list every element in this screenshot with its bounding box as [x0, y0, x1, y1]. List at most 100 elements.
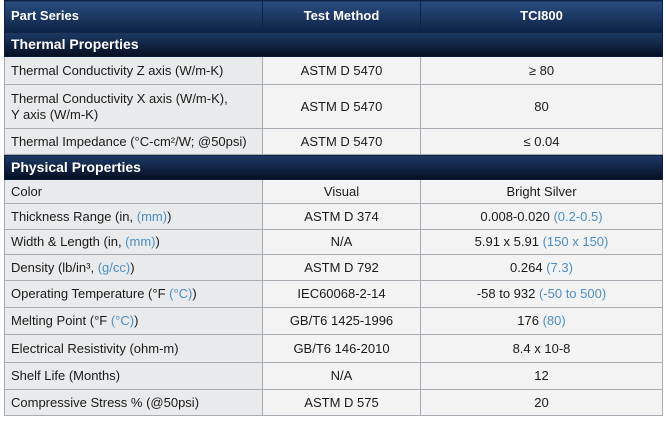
cell: -58 to 932 (-50 to 500): [420, 280, 663, 308]
cell-text: 176: [517, 313, 543, 328]
metric-value: (0.2-0.5): [553, 208, 603, 224]
cell-text: IEC60068-2-14: [297, 286, 386, 301]
cell-text: Visual: [323, 183, 360, 199]
cell-text: ): [130, 259, 135, 275]
cell: Operating Temperature (°F (°C)): [4, 280, 263, 308]
cell-text: Width & Length (in,: [11, 234, 126, 249]
cell: 176 (80): [420, 307, 663, 335]
cell-text: Thermal Conductivity X axis (W/m-K), Y a…: [11, 90, 228, 122]
cell: N/A: [262, 362, 421, 390]
cell: N/A: [262, 229, 421, 255]
metric-value: (mm): [125, 234, 156, 249]
cell-text: ASTM D 5470: [300, 98, 383, 114]
cell-text: Density (lb/in³,: [11, 259, 98, 275]
cell-text: ASTM D 374: [304, 208, 379, 224]
cell-text: GB/T6 146-2010: [293, 340, 390, 356]
cell: ≤ 0.04: [420, 128, 663, 155]
cell: Visual: [262, 179, 421, 204]
data-row: Operating Temperature (°F (°C)) IEC60068-…: [4, 280, 663, 308]
cell-text: Electrical Resistivity (ohm-m): [11, 340, 179, 356]
cell: IEC60068-2-14: [262, 280, 421, 308]
cell-text: 0.264: [510, 259, 547, 275]
cell: Melting Point (°F (°C)): [4, 307, 263, 335]
cell: 20: [420, 389, 663, 416]
cell-text: ASTM D 5470: [300, 133, 383, 149]
cell: Thermal Conductivity Z axis (W/m-K): [4, 56, 263, 85]
data-row: Thermal Conductivity X axis (W/m-K), Y a…: [4, 84, 663, 129]
cell-text: 12: [534, 368, 549, 383]
cell-text: 5.91 x 5.91: [474, 234, 543, 249]
section-row: Physical Properties: [4, 154, 663, 180]
cell: ASTM D 5470: [262, 128, 421, 155]
metric-value: (-50 to 500): [538, 286, 607, 301]
metric-value: (150 x 150): [542, 234, 609, 249]
cell: GB/T6 1425-1996: [262, 307, 421, 335]
header-row: Part Series Test Method TCI800: [4, 0, 663, 32]
metric-value: (g/cc): [97, 259, 131, 275]
metric-value: (mm): [136, 208, 168, 224]
data-row: Shelf Life (Months) N/A 12: [4, 362, 663, 390]
cell-text: N/A: [330, 234, 353, 249]
cell: 0.008-0.020 (0.2-0.5): [420, 203, 663, 230]
cell-text: ASTM D 792: [304, 259, 379, 275]
cell-text: 8.4 x 10-8: [512, 340, 571, 356]
cell: ASTM D 5470: [262, 56, 421, 85]
spec-table: Part Series Test Method TCI800 Thermal Prop…: [4, 0, 663, 416]
cell: 0.264 (7.3): [420, 254, 663, 281]
cell-text: Thermal Impedance (°C-cm²/W; @50psi): [11, 133, 247, 149]
cell: Bright Silver: [420, 179, 663, 204]
cell-text: ): [192, 286, 197, 301]
cell-text: ): [134, 313, 139, 328]
metric-value: (°C): [110, 313, 135, 328]
metric-value: (7.3): [546, 259, 573, 275]
data-row: Compressive Stress % (@50psi) ASTM D 575 2…: [4, 389, 663, 416]
cell: Electrical Resistivity (ohm-m): [4, 334, 263, 363]
table-body: Part Series Test Method TCI800 Thermal Prop…: [4, 0, 663, 416]
cell: 8.4 x 10-8: [420, 334, 663, 363]
data-row: Melting Point (°F (°C)) GB/T6 1425-1996 17…: [4, 307, 663, 335]
cell: 5.91 x 5.91 (150 x 150): [420, 229, 663, 255]
section-row: Thermal Properties: [4, 31, 663, 57]
cell: ≥ 80: [420, 56, 663, 85]
cell-text: Operating Temperature (°F: [11, 286, 170, 301]
cell-text: Bright Silver: [506, 183, 577, 199]
cell-text: 80: [534, 98, 549, 114]
cell-text: Thermal Conductivity Z axis (W/m-K): [11, 62, 224, 78]
cell-text: 0.008-0.020: [480, 208, 554, 224]
cell: ASTM D 575: [262, 389, 421, 416]
cell: 12: [420, 362, 663, 390]
cell: Thickness Range (in, (mm)): [4, 203, 263, 230]
cell: 80: [420, 84, 663, 129]
metric-value: (°C): [169, 286, 193, 301]
cell: ASTM D 374: [262, 203, 421, 230]
cell: Compressive Stress % (@50psi): [4, 389, 263, 416]
cell-text: Color: [11, 183, 43, 199]
cell-text: GB/T6 1425-1996: [289, 313, 394, 328]
header-cell: TCI800: [420, 0, 663, 32]
cell-text: N/A: [330, 368, 353, 383]
cell-text: 20: [534, 394, 549, 410]
data-row: Density (lb/in³, (g/cc)) ASTM D 792 0.264 …: [4, 254, 663, 281]
section-title: Physical Properties: [4, 154, 663, 180]
cell: ASTM D 792: [262, 254, 421, 281]
cell: Thermal Impedance (°C-cm²/W; @50psi): [4, 128, 263, 155]
data-row: Thickness Range (in, (mm)) ASTM D 374 0.00…: [4, 203, 663, 230]
cell: ASTM D 5470: [262, 84, 421, 129]
cell-text: ASTM D 575: [304, 394, 379, 410]
data-row: Electrical Resistivity (ohm-m) GB/T6 146-…: [4, 334, 663, 363]
data-row: Thermal Conductivity Z axis (W/m-K) ASTM …: [4, 56, 663, 85]
header-cell: Test Method: [262, 0, 421, 32]
section-title: Thermal Properties: [4, 31, 663, 57]
cell: Density (lb/in³, (g/cc)): [4, 254, 263, 281]
header-cell: Part Series: [4, 0, 263, 32]
cell: Thermal Conductivity X axis (W/m-K), Y a…: [4, 84, 263, 129]
cell: Width & Length (in, (mm)): [4, 229, 263, 255]
data-row: Thermal Impedance (°C-cm²/W; @50psi) ASTM…: [4, 128, 663, 155]
cell-text: Shelf Life (Months): [11, 368, 121, 383]
cell-text: Thickness Range (in,: [11, 208, 137, 224]
cell-text: Compressive Stress % (@50psi): [11, 394, 200, 410]
cell-text: Melting Point (°F: [11, 313, 111, 328]
cell-text: ): [167, 208, 172, 224]
cell: Color: [4, 179, 263, 204]
